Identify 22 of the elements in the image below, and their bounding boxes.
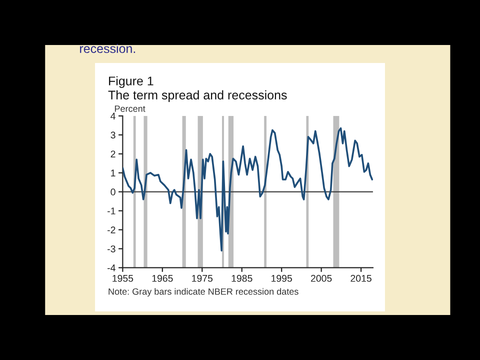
text: recession. xyxy=(80,44,136,54)
x-tick-label: 1965 xyxy=(152,274,173,282)
y-tick-label: 3 xyxy=(110,132,116,139)
x-tick-label: 1995 xyxy=(272,274,292,282)
y-axis-title: Percent xyxy=(114,106,146,112)
y-tick-label: -4 xyxy=(108,264,116,272)
chart-title: Figure 1 xyxy=(109,76,154,88)
text: Note: Gray bars indicate NBER recession dates xyxy=(108,288,298,297)
x-tick-label: 2005 xyxy=(310,274,332,282)
y-tick-label: 1 xyxy=(111,170,116,176)
line-series xyxy=(122,127,373,252)
y-tick-label: -1 xyxy=(108,208,116,214)
chart-subtitle: The term spread and recessions xyxy=(108,90,287,102)
y-tick-label: 0 xyxy=(110,188,116,196)
x-tick-label: 2015 xyxy=(350,274,372,282)
y-tick-label: 2 xyxy=(110,150,116,158)
y-tick-label: -3 xyxy=(108,245,116,252)
x-tick-label: 1985 xyxy=(232,274,252,282)
y-tick-label: 4 xyxy=(110,112,116,120)
x-tick-label: 1955 xyxy=(112,274,134,282)
y-tick-label: -2 xyxy=(108,226,116,234)
x-tick-label: 1975 xyxy=(192,274,213,282)
